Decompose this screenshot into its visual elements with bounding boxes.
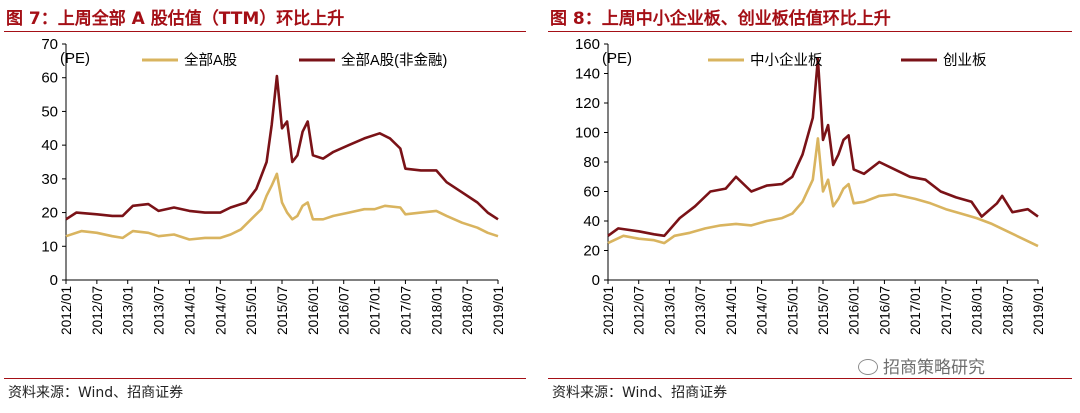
legend-label-2: 创业板 xyxy=(943,51,987,69)
x-tick-label: 2012/07 xyxy=(90,286,105,335)
x-tick-label: 2016/07 xyxy=(877,286,892,335)
y-tick-label: 120 xyxy=(575,95,600,112)
source-note-right: 资料来源：Wind、招商证券 xyxy=(552,385,728,401)
y-tick-label: 60 xyxy=(41,70,58,87)
x-tick-label: 2018/01 xyxy=(970,286,985,335)
x-tick-label: 2014/07 xyxy=(213,286,228,335)
x-tick-label: 2012/01 xyxy=(601,286,616,335)
y-tick-label: 40 xyxy=(41,137,58,154)
x-tick-label: 2015/07 xyxy=(816,286,831,335)
y-tick-label: 10 xyxy=(41,238,58,255)
title-divider-left xyxy=(4,31,526,32)
source-divider-right xyxy=(548,378,1072,379)
x-tick-label: 2012/01 xyxy=(59,286,74,335)
x-tick-label: 2017/07 xyxy=(939,286,954,335)
legend-label-1: 全部A股 xyxy=(184,51,237,69)
x-tick-label: 2014/01 xyxy=(724,286,739,335)
series-line-1 xyxy=(607,137,1039,248)
x-tick-label: 2015/01 xyxy=(785,286,800,335)
x-tick-label: 2018/01 xyxy=(429,286,444,335)
y-tick-label: 30 xyxy=(41,171,58,188)
chart-panel-sme-chinext: 0 20 40 60 80 100 120 140 160 (PE) 2012/01 2012/07 2… xyxy=(548,34,1072,376)
sme-chinext-pe-chart: 0 20 40 60 80 100 120 140 160(PE) 2012/01 2012/07 2… xyxy=(575,36,1046,335)
series-line-1 xyxy=(65,172,499,241)
x-tick-label: 2013/01 xyxy=(662,286,677,335)
y-tick-label: 60 xyxy=(583,184,600,201)
y-tick-label: 40 xyxy=(583,213,600,230)
x-tick-label: 2013/01 xyxy=(121,286,136,335)
chart-panel-all-a-shares: 0 10 20 30 40 50 60 70 (PE) 2012/01 2012/07 2013/01… xyxy=(4,34,526,376)
x-tick-label: 2018/07 xyxy=(1000,286,1015,335)
series-line-2 xyxy=(607,57,1039,238)
x-tick-label: 2017/01 xyxy=(368,286,383,335)
x-tick-label: 2018/07 xyxy=(460,286,475,335)
y-tick-label: 160 xyxy=(575,36,600,53)
y-tick-label: 20 xyxy=(41,205,58,222)
x-tick-label: 2014/07 xyxy=(755,286,770,335)
y-tick-label: 0 xyxy=(592,272,600,289)
x-tick-label: 2016/07 xyxy=(337,286,352,335)
x-tick-label: 2013/07 xyxy=(152,286,167,335)
x-tick-label: 2013/07 xyxy=(693,286,708,335)
y-tick-label: 50 xyxy=(41,103,58,120)
y-tick-label: 80 xyxy=(583,154,600,171)
x-tick-label: 2014/01 xyxy=(182,286,197,335)
watermark: 招商策略研究 xyxy=(858,353,985,378)
all-a-shares-pe-chart: 0 10 20 30 40 50 60 70(PE) 2012/01 2012/07 2013/01… xyxy=(41,36,506,335)
y-tick-label: 70 xyxy=(41,36,58,53)
y-tick-label: 100 xyxy=(575,125,600,142)
x-tick-label: 2019/01 xyxy=(491,286,506,335)
y-axis-label: (PE) xyxy=(60,50,90,67)
x-tick-label: 2012/07 xyxy=(632,286,647,335)
x-tick-label: 2015/01 xyxy=(244,286,259,335)
wechat-icon xyxy=(858,359,878,375)
x-tick-label: 2015/07 xyxy=(275,286,290,335)
source-divider-left xyxy=(4,378,526,379)
title-divider-right xyxy=(548,31,1072,32)
figure-8-title: 图 8：上周中小企业板、创业板估值环比上升 xyxy=(550,9,891,29)
watermark-text: 招商策略研究 xyxy=(883,358,985,378)
series-line-2 xyxy=(65,74,499,221)
x-tick-label: 2019/01 xyxy=(1031,286,1046,335)
x-tick-label: 2017/07 xyxy=(398,286,413,335)
y-tick-label: 20 xyxy=(583,243,600,260)
legend-label-2: 全部A股(非金融) xyxy=(341,51,447,69)
figure-7-title: 图 7：上周全部 A 股估值（TTM）环比上升 xyxy=(6,9,345,29)
legend-label-1: 中小企业板 xyxy=(750,51,823,69)
x-tick-label: 2016/01 xyxy=(847,286,862,335)
y-axis-label: (PE) xyxy=(602,50,632,67)
source-note-left: 资料来源：Wind、招商证券 xyxy=(8,385,184,401)
y-tick-label: 140 xyxy=(575,66,600,83)
x-tick-label: 2017/01 xyxy=(908,286,923,335)
y-tick-label: 0 xyxy=(50,272,58,289)
x-tick-label: 2016/01 xyxy=(306,286,321,335)
